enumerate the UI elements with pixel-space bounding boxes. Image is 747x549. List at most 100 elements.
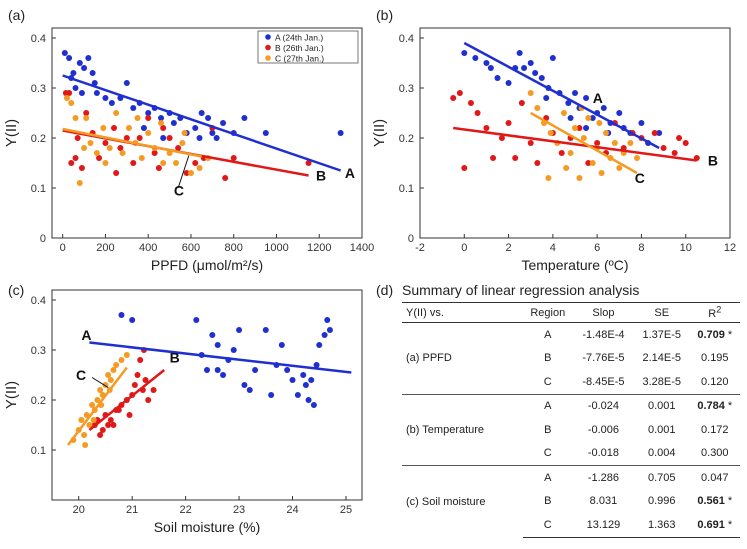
data-point bbox=[90, 417, 97, 423]
x-tick-label: 600 bbox=[182, 242, 200, 254]
data-point bbox=[102, 140, 109, 146]
y-tick-label: 0.3 bbox=[31, 345, 46, 357]
data-point bbox=[474, 110, 481, 116]
data-point bbox=[472, 55, 479, 61]
data-point bbox=[483, 125, 490, 131]
data-point bbox=[68, 100, 75, 106]
data-point bbox=[102, 95, 109, 101]
data-point bbox=[106, 145, 113, 151]
region-cell: B bbox=[544, 495, 552, 508]
legend-box bbox=[257, 30, 359, 64]
data-point bbox=[108, 100, 115, 106]
table-row: C -0.018 0.004 0.300 bbox=[402, 442, 740, 466]
slop-cell: 8.031 bbox=[589, 495, 618, 508]
data-point bbox=[86, 422, 93, 428]
data-point bbox=[155, 165, 162, 171]
group-label: (b) Temperature bbox=[402, 393, 523, 466]
data-point bbox=[241, 115, 248, 121]
data-point bbox=[527, 140, 534, 146]
y-tick-label: 0 bbox=[408, 233, 414, 245]
header-r2-superscript: 2 bbox=[716, 304, 722, 315]
group-label: (a) PPFD bbox=[406, 352, 452, 365]
data-point bbox=[82, 442, 89, 448]
data-point bbox=[140, 125, 147, 131]
data-point bbox=[160, 135, 167, 141]
data-point bbox=[583, 125, 590, 131]
region-cell: A bbox=[544, 328, 552, 341]
data-point bbox=[130, 105, 137, 111]
data-point bbox=[596, 120, 603, 126]
data-point bbox=[549, 55, 556, 61]
r2-value: 0.047 bbox=[701, 471, 729, 484]
data-point bbox=[230, 347, 237, 353]
chart-panel-c: (c) 20 21 22 23 24 25 0.1 0.2 0.3 0.4 Soil moisture… bbox=[3, 282, 363, 535]
data-point bbox=[651, 130, 658, 136]
data-point bbox=[268, 392, 275, 398]
data-point bbox=[527, 90, 534, 96]
data-point bbox=[118, 357, 125, 363]
data-point bbox=[193, 317, 200, 323]
header-region: Region bbox=[522, 302, 573, 323]
x-tick-label: 200 bbox=[96, 242, 114, 254]
data-point bbox=[567, 115, 574, 121]
line-label: C bbox=[635, 170, 645, 186]
r2-cell: 0.691 * bbox=[689, 513, 740, 538]
data-point bbox=[209, 332, 216, 338]
y-tick-label: 0.1 bbox=[31, 183, 46, 195]
data-point bbox=[107, 377, 114, 383]
se-cell: 0.001 bbox=[633, 393, 690, 418]
regression-table: Y(II) vs. Region Slop SE R2 (a) PPFD A -1.… bbox=[402, 302, 740, 538]
data-point bbox=[81, 65, 88, 71]
data-point bbox=[76, 180, 83, 186]
data-point bbox=[598, 170, 605, 176]
y-tick-label: 0.1 bbox=[399, 183, 414, 195]
data-point bbox=[78, 417, 85, 423]
group-label: (c) Soil moisture bbox=[402, 465, 523, 537]
data-point bbox=[134, 372, 141, 378]
data-point bbox=[305, 397, 312, 403]
data-point bbox=[583, 95, 590, 101]
data-point bbox=[70, 70, 77, 76]
table-row: (b) Temperature A -0.024 0.001 0.784 * bbox=[402, 393, 740, 466]
data-point bbox=[105, 372, 112, 378]
data-point bbox=[145, 115, 152, 121]
data-point bbox=[83, 110, 90, 116]
data-point bbox=[183, 170, 190, 176]
r2-cell: 0.172 bbox=[690, 418, 740, 442]
r2-value: 0.784 bbox=[697, 400, 725, 413]
data-point bbox=[565, 100, 572, 106]
y-tick-label: 0.3 bbox=[31, 83, 46, 95]
x-tick-label: 23 bbox=[233, 504, 245, 516]
data-point bbox=[563, 165, 570, 171]
data-point bbox=[145, 110, 152, 116]
data-point bbox=[611, 140, 618, 146]
data-point bbox=[527, 60, 534, 66]
data-point bbox=[487, 65, 494, 71]
data-point bbox=[456, 90, 463, 96]
r2-value: 0.195 bbox=[701, 352, 729, 365]
panel-label: (d) bbox=[376, 282, 393, 298]
data-point bbox=[498, 135, 505, 141]
se-cell: 0.001 bbox=[647, 423, 676, 436]
data-point bbox=[213, 135, 220, 141]
data-point bbox=[130, 160, 137, 166]
data-point bbox=[136, 135, 143, 141]
data-point bbox=[512, 155, 519, 161]
legend-entry: B (26th Jan.) bbox=[275, 43, 324, 53]
chart-panel-a: (a) 0 200 400 600 800 1000 1200 1400 0 0.1 0.2 0.3 0.… bbox=[3, 7, 374, 273]
data-point bbox=[560, 110, 567, 116]
y-tick-label: 0 bbox=[40, 233, 46, 245]
line-label: B bbox=[170, 350, 180, 366]
data-point bbox=[284, 367, 291, 373]
se-cell: 0.996 bbox=[647, 495, 676, 508]
y-tick-label: 0.2 bbox=[31, 133, 46, 145]
data-point bbox=[78, 90, 85, 96]
x-tick-label: 0 bbox=[461, 242, 467, 254]
data-point bbox=[100, 125, 107, 131]
data-point bbox=[461, 50, 468, 56]
region-cell: C bbox=[543, 375, 552, 388]
se-cell: 0.004 bbox=[647, 447, 676, 460]
data-point bbox=[461, 165, 468, 171]
header-r2: R2 bbox=[689, 302, 740, 323]
